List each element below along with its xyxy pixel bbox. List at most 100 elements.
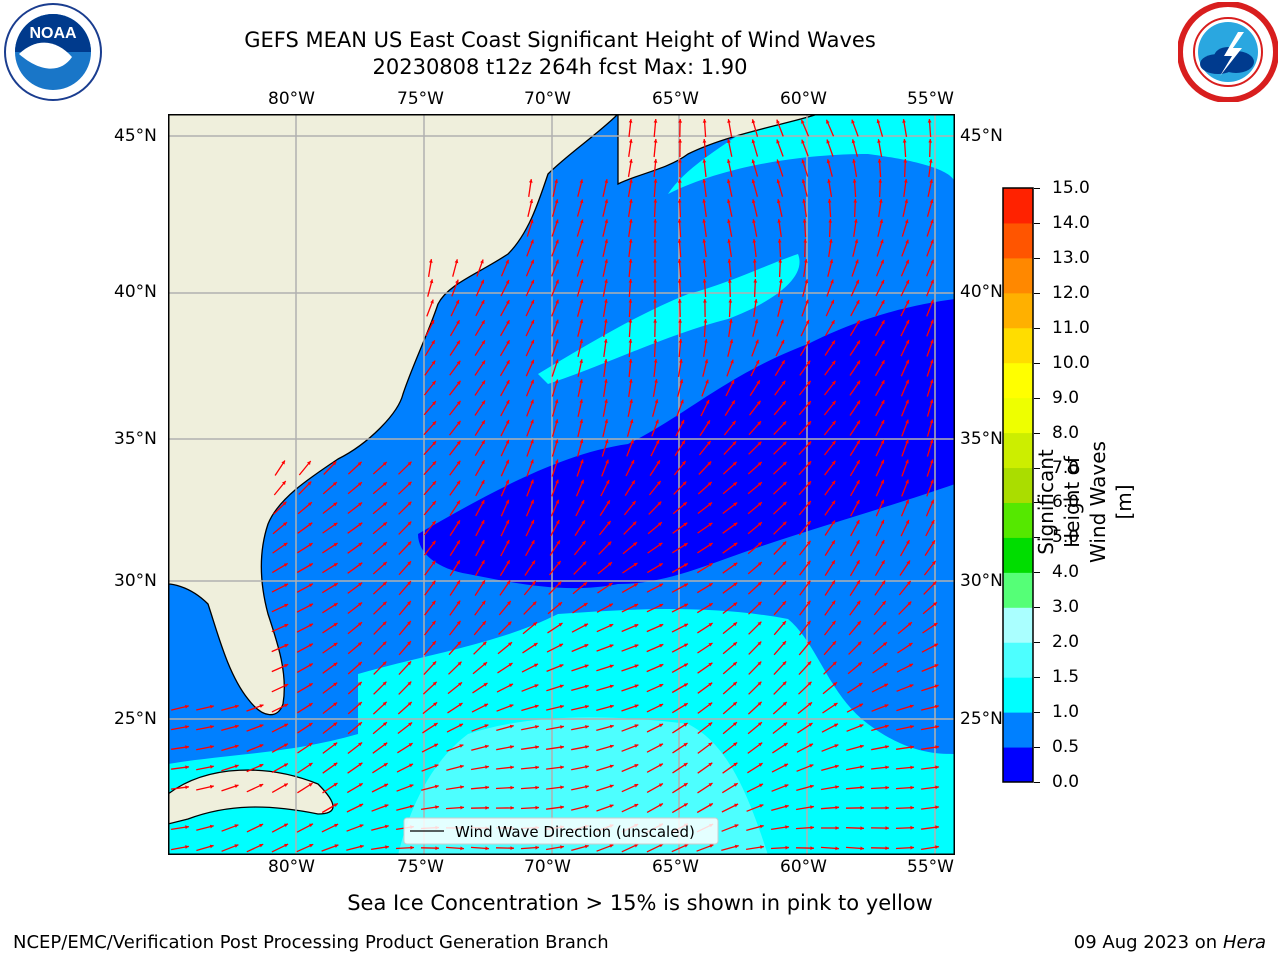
wind-arrow-head (308, 743, 313, 747)
wind-arrow-head (757, 482, 762, 486)
wind-arrow-head (333, 682, 338, 687)
wind-arrow-head (934, 704, 939, 709)
wind-arrow-head (910, 805, 914, 810)
wind-arrow-head (456, 320, 460, 325)
wind-arrow-head (677, 179, 682, 183)
wind-arrow-head (778, 279, 783, 283)
wind-arrow-head (905, 319, 910, 324)
wind-direction-legend: Wind Wave Direction (unscaled) (403, 817, 719, 845)
graticule (168, 114, 955, 855)
wind-arrow-head (935, 845, 939, 849)
wind-arrow-head (905, 299, 910, 304)
nws-logo (1178, 2, 1278, 102)
wind-arrow-head (482, 641, 487, 646)
colorbar-tick-mark (1034, 642, 1040, 644)
wind-arrow-head (677, 259, 682, 263)
wind-arrow-head (382, 681, 387, 686)
wind-arrow-head (505, 419, 510, 424)
wind-arrow-head (758, 522, 762, 526)
wind-arrow-head (858, 683, 863, 687)
wind-arrow-head (631, 480, 635, 485)
wind-arrow-head (579, 179, 584, 184)
wind-arrow-head (702, 219, 707, 223)
wind-arrow-head (555, 259, 559, 264)
wind-arrow-head (679, 359, 683, 363)
wind-arrow-head (628, 379, 633, 383)
wind-arrow-head (829, 259, 834, 264)
wind-arrow-head (831, 340, 835, 345)
wind-arrow-head (729, 339, 734, 344)
colorbar-tick-label: 2.0 (1052, 632, 1080, 653)
wind-arrow-head (683, 683, 688, 687)
run-date-text: 09 Aug 2023 on (1073, 932, 1218, 953)
wind-arrow-head (929, 379, 934, 384)
wind-arrow-head (283, 743, 288, 748)
wind-arrow-head (880, 279, 885, 284)
wind-arrow-head (554, 199, 559, 204)
wind-arrow-head (906, 560, 910, 565)
wind-arrow-head (629, 199, 633, 203)
wind-arrow-head (658, 783, 663, 787)
wind-arrow-head (905, 499, 909, 504)
wind-arrow-head (383, 722, 387, 726)
wind-arrow-head (628, 339, 633, 343)
wind-arrow-head (930, 299, 934, 304)
wind-arrow-head (629, 179, 633, 183)
wind-arrow-head (905, 239, 909, 244)
wind-arrow-head (658, 803, 663, 807)
wind-arrow-head (357, 642, 362, 646)
wind-arrow-head (935, 745, 939, 750)
wind-arrow-head (358, 582, 363, 587)
wind-arrow-head (904, 199, 909, 204)
wind-arrow-head (633, 583, 638, 587)
wind-arrow-head (933, 602, 937, 606)
wind-arrow-head (579, 379, 583, 383)
wind-arrow-head (783, 743, 788, 747)
wind-arrow-head (434, 764, 439, 768)
wind-arrow-head (733, 602, 738, 607)
wind-arrow-head (655, 439, 660, 444)
wind-arrow-head (856, 320, 860, 325)
wind-arrow-head (733, 582, 738, 587)
wind-arrow-head (835, 826, 839, 830)
wind-arrow-head (485, 765, 489, 769)
wind-arrow-head (432, 481, 436, 486)
wind-arrow-head (880, 300, 885, 305)
wind-arrow-head (885, 765, 889, 770)
wind-arrow-head (407, 702, 412, 706)
wind-arrow-head (579, 279, 584, 284)
wind-arrow-head (431, 380, 436, 385)
wind-arrow-head (807, 401, 811, 406)
wind-arrow-head (583, 603, 588, 607)
wind-arrow-head (810, 825, 814, 830)
wind-arrow-head (560, 845, 564, 849)
wind-arrow-head (906, 540, 910, 545)
wind-arrow-head (856, 360, 860, 365)
wind-arrow-head (659, 644, 664, 648)
colorbar-tick-label: 15.0 (1052, 178, 1090, 198)
wind-arrow-head (585, 785, 589, 789)
wind-arrow-head (532, 581, 536, 585)
wind-arrow-head (856, 340, 860, 345)
wind-arrow-head (509, 704, 514, 708)
wind-arrow-head (508, 642, 512, 646)
wind-arrow-head (801, 159, 806, 164)
wind-arrow-head (880, 259, 884, 264)
wind-arrow-head (609, 624, 614, 628)
wind-arrow-head (510, 765, 514, 770)
wind-arrow-head (534, 704, 539, 709)
wind-arrow-head (653, 319, 657, 323)
wind-arrow-head (708, 722, 713, 727)
wind-arrow-head (535, 765, 539, 770)
wind-arrow-head (910, 745, 914, 750)
wind-arrow-head (259, 784, 264, 788)
wind-arrow-head (678, 139, 682, 143)
wind-arrow-head (509, 724, 514, 729)
wind-arrow-head (609, 764, 614, 769)
wind-arrow-head (579, 219, 584, 224)
wind-arrow-head (929, 199, 934, 204)
colorbar-tick-mark (1034, 292, 1040, 294)
wind-arrow-head (407, 581, 411, 586)
wind-arrow-head (708, 522, 713, 527)
wind-arrow-head (880, 519, 885, 524)
